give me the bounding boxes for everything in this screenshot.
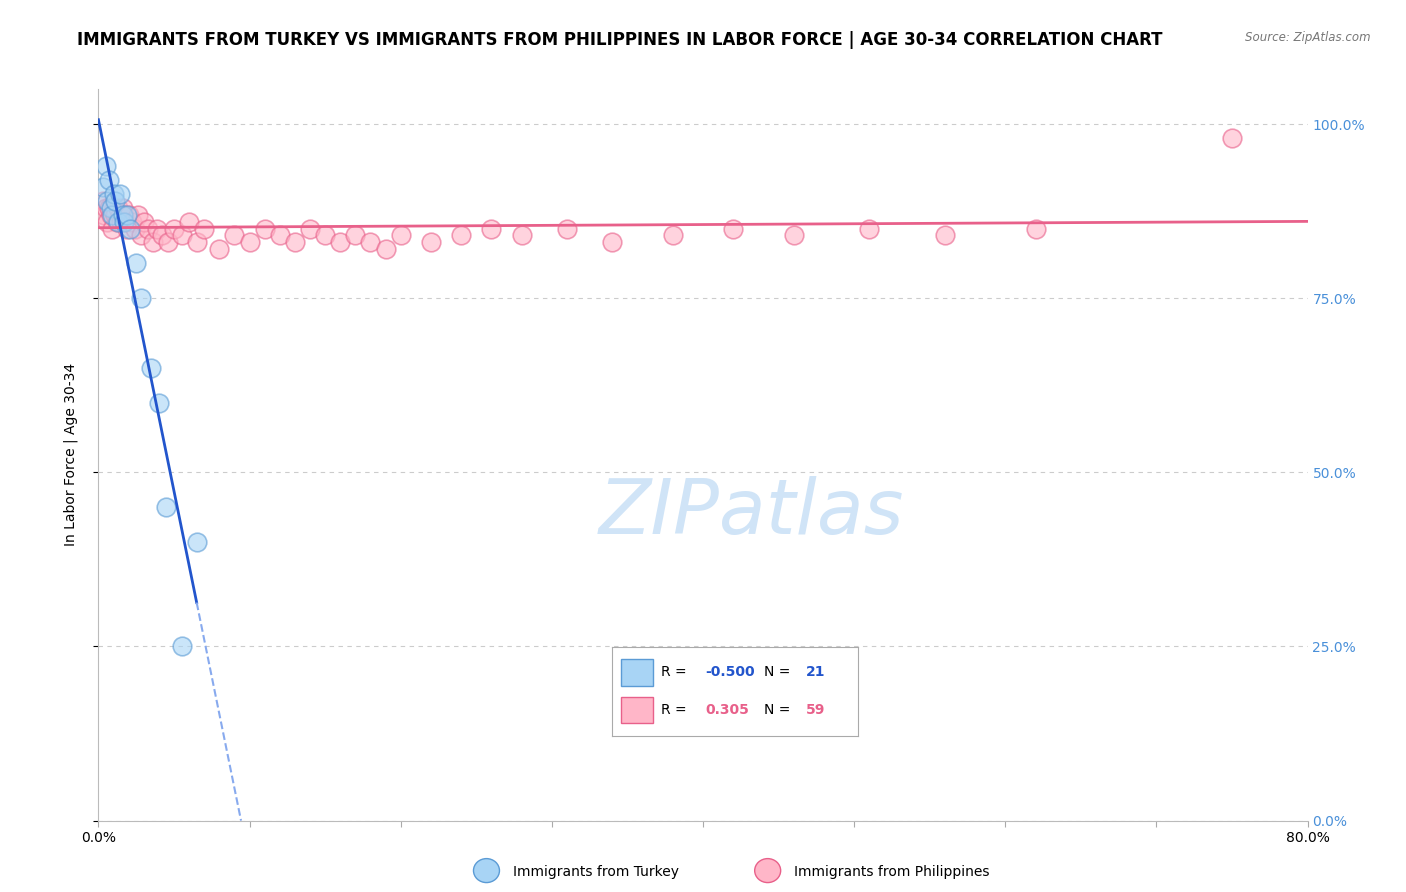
Point [110,214,132,228]
Point [934,228,956,243]
Point [107,214,129,228]
Circle shape [474,859,499,882]
Point [100,201,122,215]
Y-axis label: In Labor Force | Age 30-34: In Labor Force | Age 30-34 [63,363,77,547]
Point [118,208,141,222]
Point [179,214,201,228]
Point [329,235,352,250]
Point [101,221,124,235]
Point [555,221,578,235]
Point [104,194,127,208]
Text: N =: N = [765,703,794,716]
Point [101,208,124,222]
Point [142,235,165,250]
Point [124,221,146,235]
Point [156,235,179,250]
Point [148,395,170,409]
Point [723,221,745,235]
Text: R =: R = [661,665,690,679]
Point [107,201,129,215]
Bar [621,697,654,723]
Text: Immigrants from Philippines: Immigrants from Philippines [794,865,990,880]
Point [155,500,177,515]
Point [125,256,148,270]
Point [96,214,118,228]
Point [344,228,367,243]
Point [115,221,138,235]
Point [91,194,114,208]
Bar [621,659,654,686]
Text: N =: N = [765,665,794,679]
Point [450,228,472,243]
Point [661,228,683,243]
Point [170,228,193,243]
Point [314,228,336,243]
Point [103,186,125,201]
Point [481,221,503,235]
Point [129,291,152,305]
Point [98,201,121,215]
Text: 59: 59 [806,703,825,716]
Circle shape [755,859,780,882]
Point [239,235,262,250]
Point [284,235,307,250]
Point [114,214,136,228]
Point [121,214,143,228]
Point [186,535,208,549]
Text: -0.500: -0.500 [706,665,755,679]
Point [108,186,131,201]
Point [193,221,215,235]
Text: ZIPatlas: ZIPatlas [599,476,904,550]
Point [104,208,127,222]
Point [112,214,135,228]
Point [120,221,142,235]
Point [299,221,322,235]
Point [1220,131,1243,145]
Point [111,201,134,215]
Point [360,235,382,250]
Point [127,208,149,222]
Point [115,208,138,222]
Point [208,243,231,257]
Point [100,208,122,222]
Point [96,194,118,208]
Point [783,228,806,243]
Point [91,179,114,194]
Point [98,173,121,187]
Point [112,208,135,222]
Point [602,235,624,250]
Point [163,221,186,235]
Point [141,360,163,375]
Point [420,235,443,250]
Point [150,228,173,243]
Point [224,228,246,243]
Point [103,201,125,215]
Text: Source: ZipAtlas.com: Source: ZipAtlas.com [1246,31,1371,45]
Text: R =: R = [661,703,690,716]
Point [374,243,396,257]
Point [858,221,880,235]
Point [132,214,155,228]
Point [253,221,276,235]
Point [136,221,159,235]
Point [94,201,117,215]
Text: Immigrants from Turkey: Immigrants from Turkey [513,865,679,880]
Point [1024,221,1046,235]
Point [389,228,412,243]
Point [93,208,115,222]
Point [105,214,128,228]
Point [108,208,131,222]
Text: 21: 21 [806,665,825,679]
Point [129,228,152,243]
Point [186,235,208,250]
Point [111,208,134,222]
Text: 0.305: 0.305 [706,703,749,716]
Point [146,221,169,235]
Point [170,640,193,654]
Point [94,159,117,173]
Point [510,228,533,243]
Text: IMMIGRANTS FROM TURKEY VS IMMIGRANTS FROM PHILIPPINES IN LABOR FORCE | AGE 30-34: IMMIGRANTS FROM TURKEY VS IMMIGRANTS FRO… [77,31,1163,49]
Point [269,228,291,243]
